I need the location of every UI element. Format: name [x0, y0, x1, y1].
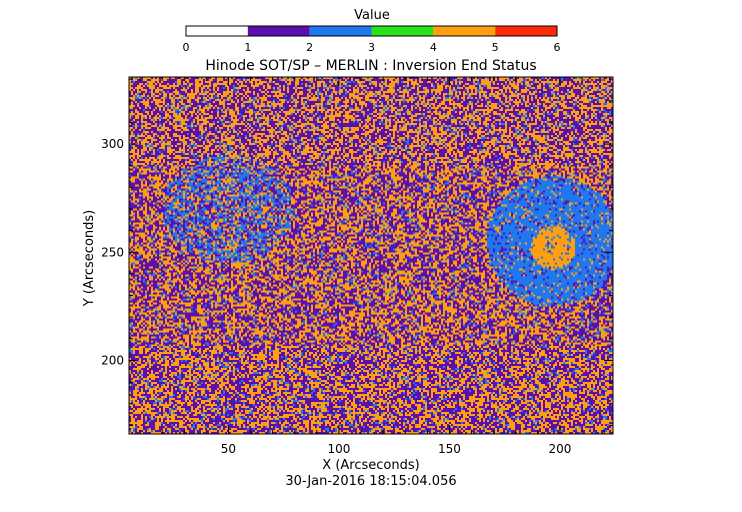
- colorbar-segment: [186, 26, 248, 36]
- colorbar-tick-label: 4: [430, 41, 437, 54]
- y-axis-label: Y (Arcseconds): [82, 210, 97, 307]
- colorbar-tick-label: 5: [492, 41, 499, 54]
- colorbar-segment: [433, 26, 496, 36]
- timestamp: 30-Jan-2016 18:15:04.056: [285, 474, 456, 489]
- x-tick-label: 100: [328, 442, 351, 456]
- colorbar-ticks: 0 1 2 3 4 5 6: [183, 41, 561, 54]
- x-tick-label: 150: [438, 442, 461, 456]
- colorbar-frame: [185, 25, 558, 37]
- y-tick-label: 300: [101, 137, 124, 151]
- colorbar-segment: [309, 26, 372, 36]
- x-axis-label: X (Arcseconds): [322, 458, 419, 473]
- x-tick-label: 50: [221, 442, 236, 456]
- colorbar-tick-label: 6: [554, 41, 561, 54]
- colorbar: [185, 25, 558, 37]
- y-tick-label: 200: [101, 353, 124, 367]
- colorbar-tick-label: 3: [368, 41, 375, 54]
- chart-title: Hinode SOT/SP – MERLIN : Inversion End S…: [205, 58, 536, 74]
- axes: 50 100 150 200 200 250 300: [101, 77, 613, 456]
- y-tick-label: 250: [101, 245, 124, 259]
- colorbar-segment: [371, 26, 434, 36]
- heatmap-plot: [129, 77, 613, 434]
- colorbar-segment: [495, 26, 557, 36]
- colorbar-tick-label: 2: [306, 41, 313, 54]
- colorbar-tick-label: 0: [183, 41, 190, 54]
- colorbar-segment: [247, 26, 310, 36]
- plot-frame: [128, 76, 614, 435]
- colorbar-tick-label: 1: [244, 41, 251, 54]
- colorbar-label: Value: [354, 8, 390, 23]
- heatmap-image: [129, 77, 613, 434]
- x-tick-label: 200: [549, 442, 572, 456]
